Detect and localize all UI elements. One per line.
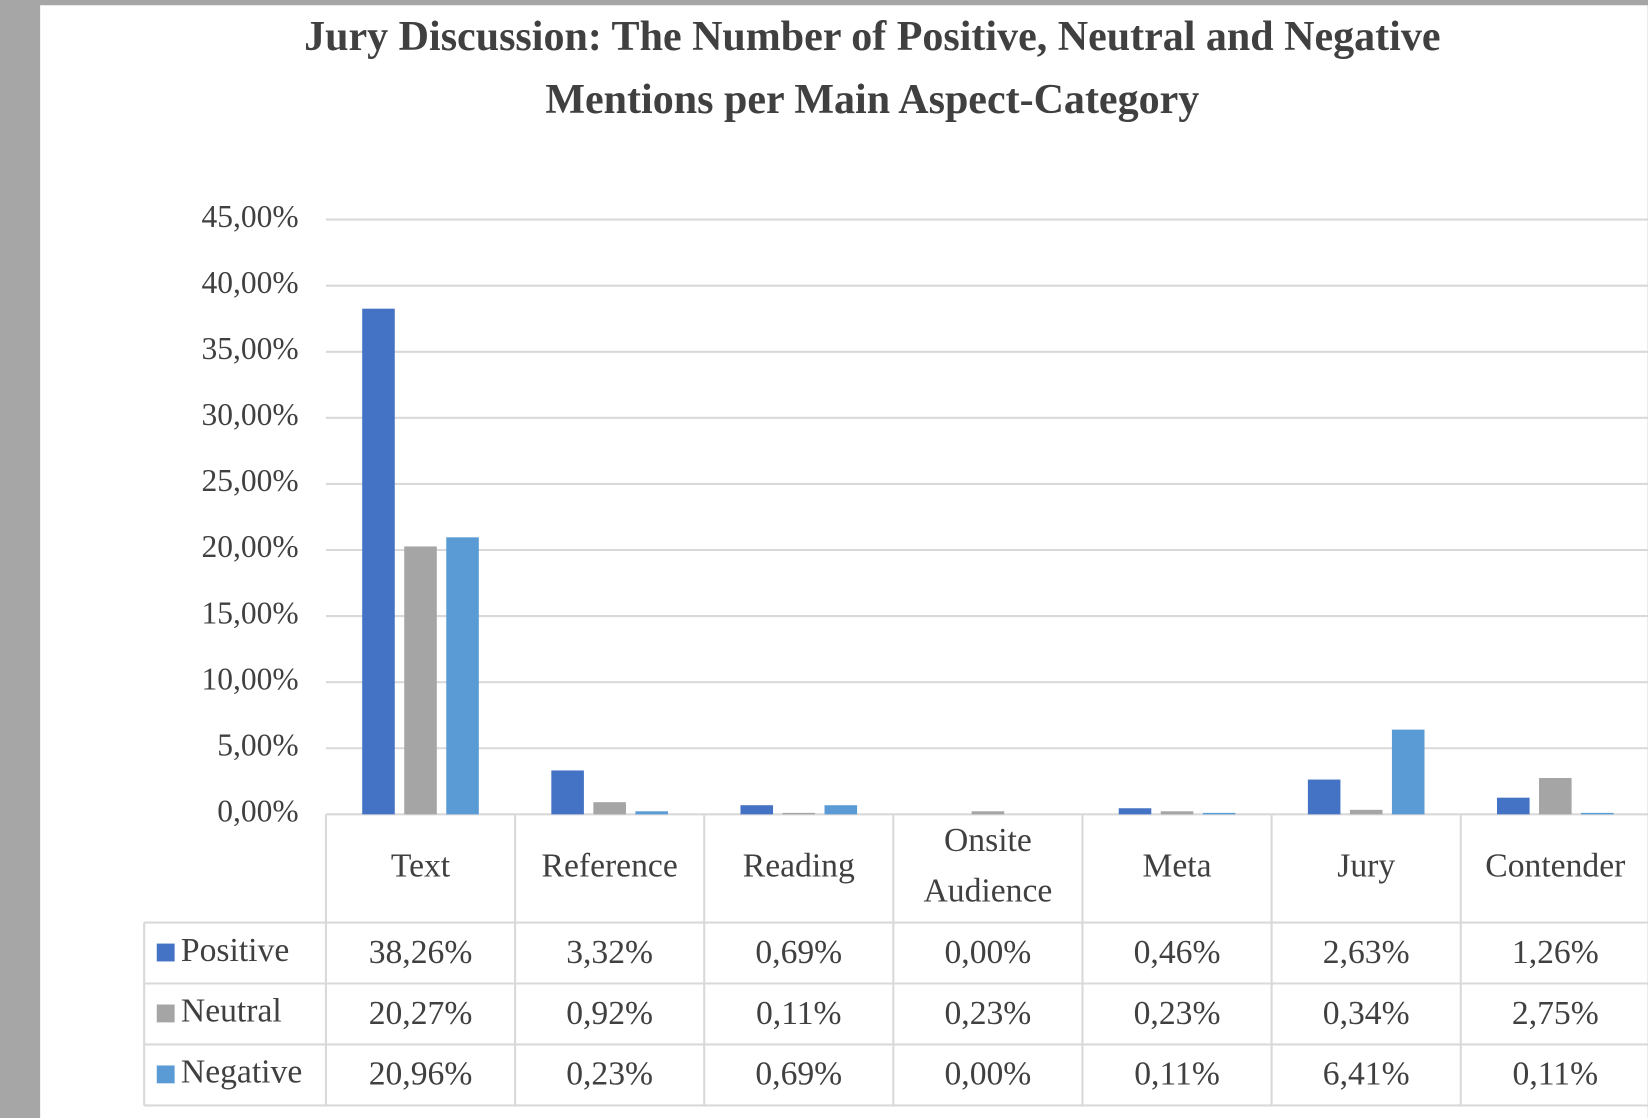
table-value: 3,32% <box>566 934 653 971</box>
table-value: 0,11% <box>756 995 842 1032</box>
chart-background <box>40 5 1648 1118</box>
chart-title: Jury Discussion: The Number of Positive,… <box>304 14 1440 123</box>
table-value: 20,27% <box>369 995 473 1032</box>
table-value: 0,69% <box>755 1056 842 1093</box>
table-value: 0,92% <box>566 995 653 1032</box>
y-tick-label: 45,00% <box>201 199 298 234</box>
table-value: 20,96% <box>369 1056 473 1093</box>
table-value: 0,23% <box>566 1056 653 1093</box>
bar <box>1118 808 1152 815</box>
bar <box>1160 811 1194 815</box>
bar <box>1581 812 1614 815</box>
x-tick-label: Reference <box>542 847 678 884</box>
legend-swatch <box>156 1004 175 1023</box>
bar <box>1307 779 1341 815</box>
bar <box>1349 809 1383 815</box>
bar <box>551 770 584 815</box>
table-value: 0,23% <box>1134 995 1221 1032</box>
bar <box>362 308 395 815</box>
table-value: 0,69% <box>755 934 842 971</box>
table-value: 1,26% <box>1512 934 1599 971</box>
table-value: 0,23% <box>945 995 1032 1032</box>
table-value: 0,46% <box>1134 934 1221 971</box>
y-tick-label: 35,00% <box>201 331 298 366</box>
bar <box>971 811 1005 815</box>
y-tick-label: 30,00% <box>201 397 298 432</box>
table-value: 6,41% <box>1323 1056 1410 1093</box>
legend-swatch <box>156 943 175 962</box>
y-tick-label: 0,00% <box>217 794 298 829</box>
bar <box>404 546 437 815</box>
bar <box>1497 797 1530 815</box>
x-tick-label: Meta <box>1143 847 1212 884</box>
bar <box>1391 729 1425 815</box>
bar <box>593 802 626 815</box>
x-tick-label: Contender <box>1485 847 1625 884</box>
y-tick-label: 20,00% <box>201 529 298 564</box>
y-tick-label: 10,00% <box>201 661 298 696</box>
bar <box>635 811 668 815</box>
table-value: 38,26% <box>369 934 473 971</box>
x-tick-label: Text <box>391 847 451 884</box>
table-value: 0,11% <box>1134 1056 1220 1093</box>
legend-label: Neutral <box>181 993 282 1030</box>
y-tick-label: 40,00% <box>201 265 298 300</box>
legend-label: Positive <box>181 932 289 969</box>
table-value: 0,00% <box>945 1056 1032 1093</box>
x-tick-label: Onsite Audience <box>924 822 1053 909</box>
x-tick-label: Reading <box>743 847 855 884</box>
bar <box>1539 777 1572 815</box>
y-tick-label: 15,00% <box>201 595 298 630</box>
legend-swatch <box>156 1065 175 1084</box>
bar <box>1202 812 1236 815</box>
y-tick-label: 25,00% <box>201 463 298 498</box>
x-tick-label: Jury <box>1337 847 1395 884</box>
table-value: 2,63% <box>1323 934 1410 971</box>
table-value: 2,75% <box>1512 995 1599 1032</box>
y-tick-label: 5,00% <box>217 727 298 762</box>
bar <box>740 805 774 815</box>
bar <box>824 805 858 815</box>
bar <box>782 812 816 815</box>
table-value: 0,34% <box>1323 995 1410 1032</box>
table-value: 0,00% <box>945 934 1032 971</box>
legend-label: Negative <box>181 1054 302 1091</box>
bar <box>446 537 479 815</box>
table-value: 0,11% <box>1513 1056 1599 1093</box>
